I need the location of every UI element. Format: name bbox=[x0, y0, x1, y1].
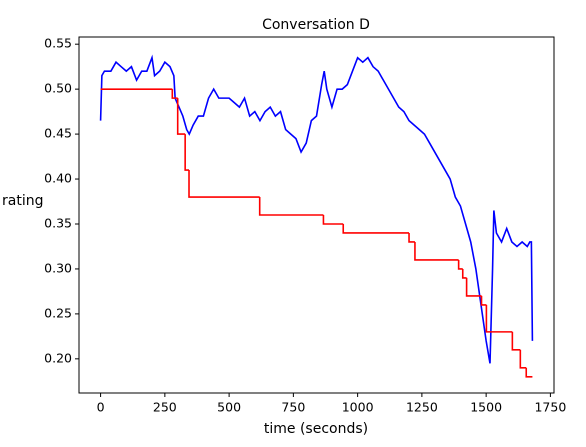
step-segment bbox=[176, 98, 186, 135]
y-tick-label: 0.20 bbox=[44, 350, 72, 365]
y-tick-label: 0.55 bbox=[44, 36, 72, 51]
x-tick-label: 0 bbox=[97, 400, 105, 415]
y-tick-label: 0.50 bbox=[44, 81, 72, 96]
x-tick-label: 500 bbox=[217, 400, 241, 415]
y-tick-label: 0.45 bbox=[44, 126, 72, 141]
step-segment bbox=[519, 349, 527, 369]
step-segment bbox=[342, 223, 410, 234]
y-tick-label: 0.40 bbox=[44, 171, 72, 186]
step-segment bbox=[457, 259, 463, 270]
y-tick-label: 0.25 bbox=[44, 305, 72, 320]
line-series bbox=[99, 54, 534, 364]
x-tick-label: 250 bbox=[153, 400, 177, 415]
step-segment bbox=[525, 367, 533, 378]
x-axis-label: time (seconds) bbox=[264, 421, 368, 437]
step-segment bbox=[511, 331, 521, 351]
x-tick-label: 1500 bbox=[470, 400, 502, 415]
step-segment bbox=[480, 295, 487, 306]
step-segment bbox=[188, 170, 260, 198]
chart-title: Conversation D bbox=[262, 17, 370, 33]
plot-frame bbox=[78, 36, 555, 394]
step-segment bbox=[465, 277, 482, 297]
step-segment bbox=[258, 197, 324, 216]
y-axis-label: rating bbox=[2, 193, 43, 209]
step-segment bbox=[408, 232, 415, 243]
y-tick-label: 0.30 bbox=[44, 260, 72, 275]
x-tick-label: 1750 bbox=[534, 400, 566, 415]
step-segment bbox=[485, 304, 513, 333]
step-segment bbox=[171, 89, 178, 99]
y-tick-label: 0.35 bbox=[44, 215, 72, 230]
step-segment bbox=[184, 134, 190, 171]
x-tick-label: 1250 bbox=[406, 400, 438, 415]
step-segment bbox=[461, 268, 467, 279]
step-segment bbox=[414, 241, 459, 261]
step-segment bbox=[322, 215, 344, 225]
x-tick-label: 750 bbox=[281, 400, 305, 415]
x-tick-label: 1000 bbox=[342, 400, 374, 415]
